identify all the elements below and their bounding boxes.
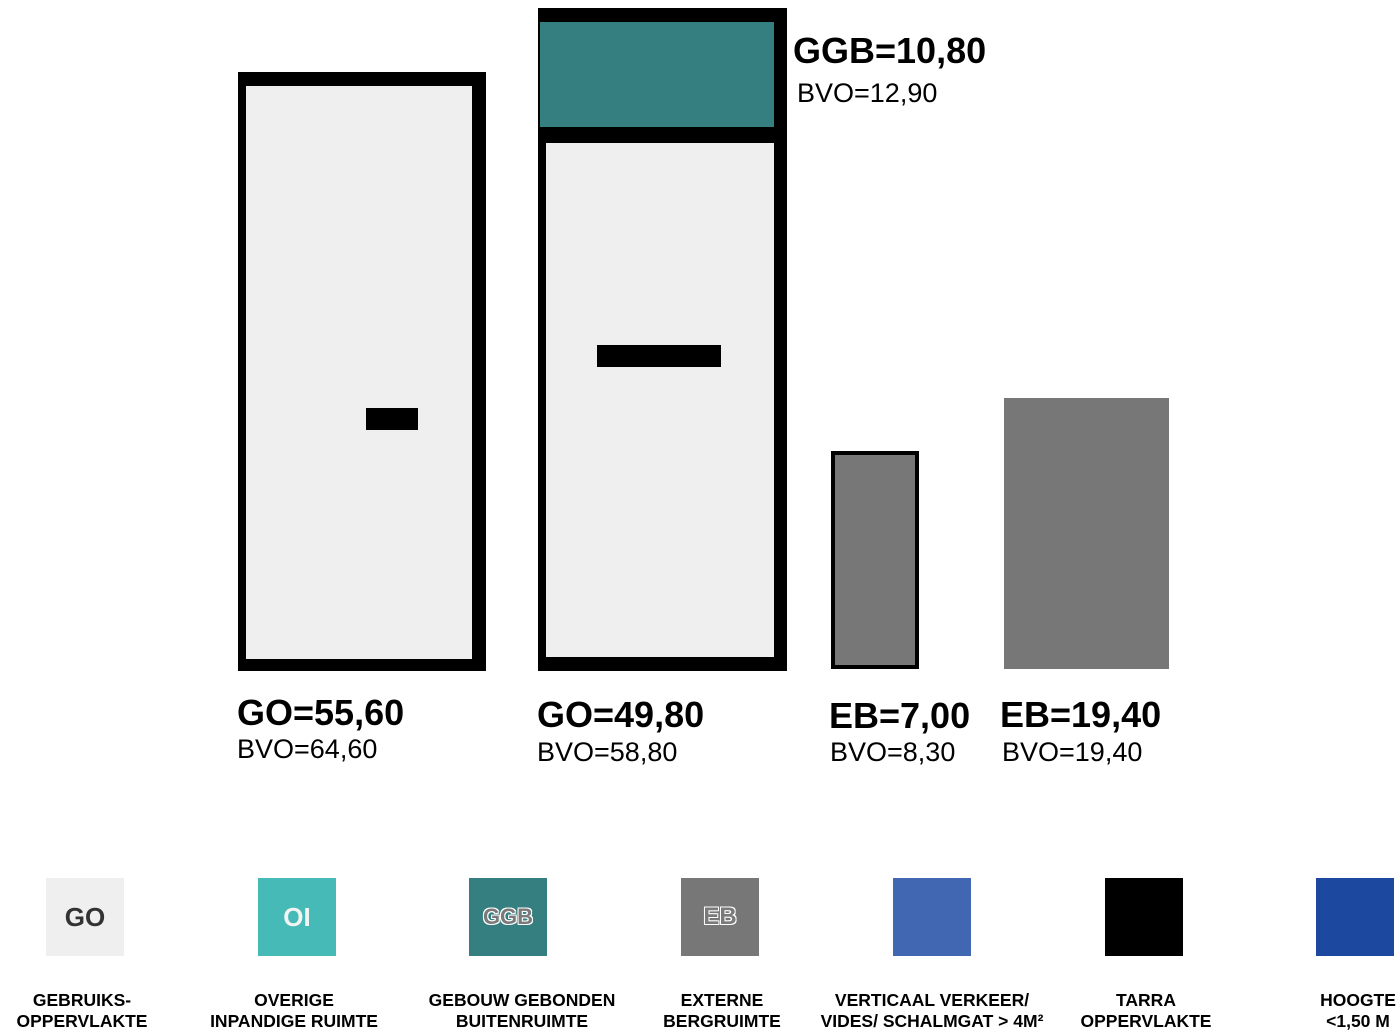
unit-4-eb-value: EB=19,40 [1000,694,1162,735]
unit-4-eb-block [1004,398,1169,669]
unit-2-go-value: GO=49,80 [537,694,705,735]
legend-label-oi: OVERIGE INPANDIGE RUIMTE [210,990,378,1031]
legend-code-ggb: GGB [482,904,534,929]
unit-3-bvo-value: BVO=8,30 [830,737,956,767]
legend-swatch-oi: OI [258,878,336,956]
unit-3-eb-block [831,451,919,669]
legend-swatch-eb: EB [681,878,759,956]
unit-1-go-value: GO=55,60 [237,692,405,733]
unit-1-tarra-mark [366,408,418,430]
legend-swatch-go: GO [46,878,124,956]
unit-1-go-block [238,72,486,671]
unit-2-ggb-value: GGB=10,80 [793,30,987,71]
legend-label-verticaal-verkeer: VERTICAAL VERKEER/VIDES/ SCHALMGAT > 4M² [820,990,1044,1031]
unit-3-eb-value: EB=7,00 [829,695,971,736]
legend-label-hoogte: HOOGTE <1,50 M [1320,990,1396,1031]
legend-swatch-verticaal-verkeer [893,878,971,956]
legend-label-go: GEBRUIKS- OPPERVLAKTE [16,990,148,1031]
legend-label-ggb: GEBOUW GEBONDEN BUITENRUIMTE [428,990,616,1031]
legend-swatch-hoogte [1316,878,1394,956]
unit-2-go-block [546,143,774,657]
unit-2-tarra-mark [597,345,721,367]
unit-4-bvo-value: BVO=19,40 [1002,737,1143,767]
unit-1-bvo-value: BVO=64,60 [237,734,378,764]
legend-swatch-ggb: GGB [469,878,547,956]
legend-code-oi: OI [283,901,311,932]
legend-swatch-tarra [1105,878,1183,956]
unit-2-ggb-bvo: BVO=12,90 [797,78,938,108]
legend-label-eb: EXTERNE BERGRUIMTE [663,990,781,1031]
legend-code-go: GO [64,901,106,932]
legend-label-tarra: TARRA OPPERVLAKTE [1080,990,1212,1031]
legend-code-eb: EB [703,903,737,930]
unit-2-ggb-block [540,22,774,127]
unit-2-bvo-value: BVO=58,80 [537,737,678,767]
